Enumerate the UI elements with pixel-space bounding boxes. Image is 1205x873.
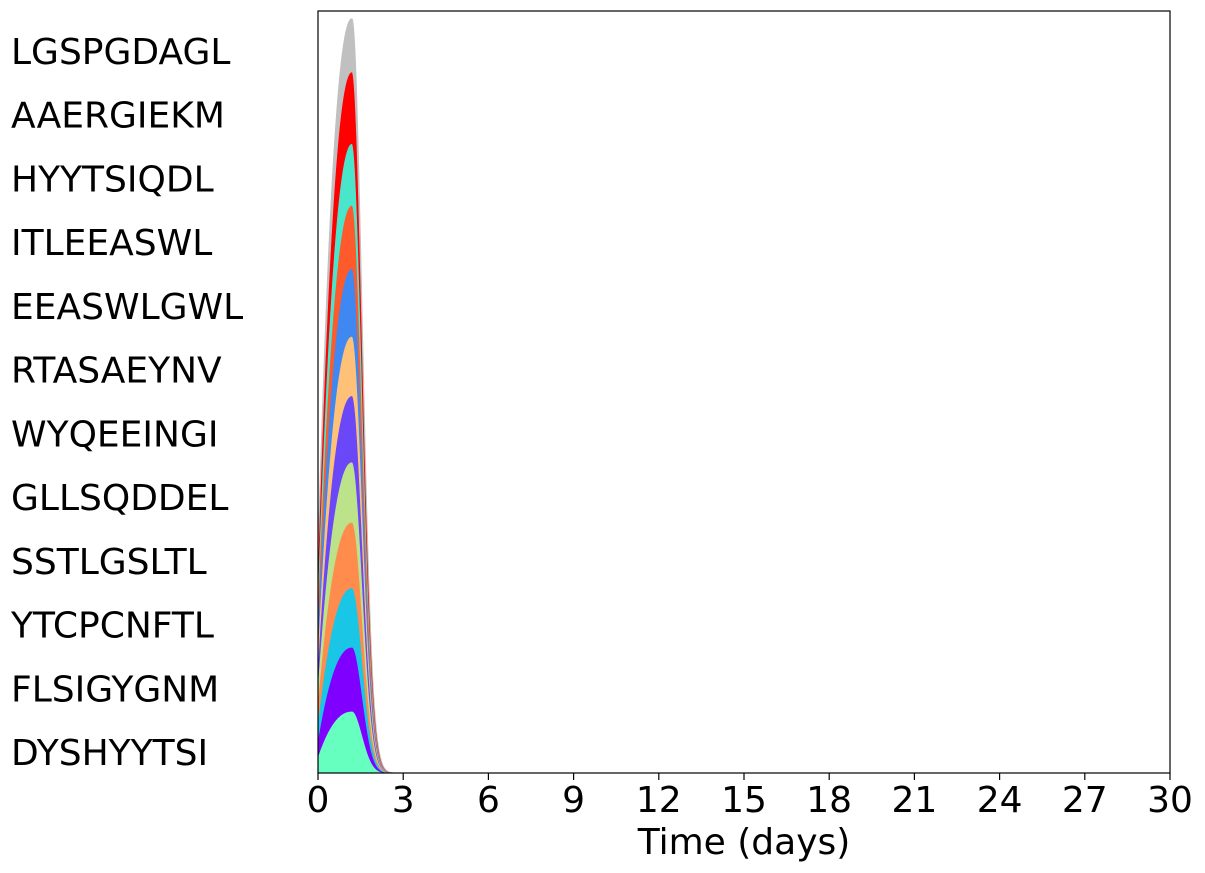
x-tick-label: 24 (977, 780, 1023, 821)
series-label-gllsqddel: GLLSQDDEL (11, 478, 228, 519)
x-tick-label: 6 (477, 780, 500, 821)
x-tick-label: 27 (1062, 780, 1108, 821)
series-label-aaergiekm: AAERGIEKM (11, 96, 225, 137)
x-axis-ticks: 0 3 6 9 12 15 18 21 24 27 30 (307, 773, 1193, 821)
plot-frame (317, 10, 1171, 774)
series-labels: LGSPGDAGL AAERGIEKM HYYTSIQDL ITLEEASWL EEAS… (10, 32, 243, 774)
x-axis-label: Time (days) (637, 822, 851, 863)
series-label-ytcpcnftl: YTCPCNFTL (10, 606, 214, 647)
x-tick-label: 9 (562, 780, 585, 821)
area-series-itleeaswl (317, 204, 1170, 774)
area-series-wyqeeingi (317, 395, 1170, 774)
series-label-rtasaeynv: RTASAEYNV (11, 351, 222, 392)
x-tick-label: 3 (392, 780, 415, 821)
area-series-aaergiekm (317, 71, 1170, 774)
series-label-wyqeeingi: WYQEEINGI (11, 414, 218, 455)
area-series-flsigygnm (317, 646, 1170, 774)
x-tick-label: 12 (636, 780, 682, 821)
x-tick-label: 0 (307, 780, 330, 821)
area-series-eeaswlgwl (317, 268, 1170, 774)
series-label-hyytsiqdl: HYYTSIQDL (11, 160, 214, 201)
area-series-gllsqddel (317, 461, 1170, 774)
series-label-dyshyytsi: DYSHYYTSI (11, 733, 208, 774)
area-series-ytcpcnftl (317, 587, 1170, 774)
series-label-sstlgsltl: SSTLGSLTL (11, 542, 207, 583)
area-series-sstlgsltl (317, 521, 1170, 774)
x-tick-label: 15 (721, 780, 767, 821)
series-label-flsigygnm: FLSIGYGNM (11, 669, 219, 710)
x-tick-label: 21 (891, 780, 937, 821)
area-series-lgspgdagl (317, 18, 1170, 774)
x-tick-label: 18 (806, 780, 852, 821)
x-tick-label: 30 (1147, 780, 1193, 821)
area-series-dyshyytsi (317, 710, 1170, 774)
area-series-group (317, 18, 1170, 774)
area-series-rtasaeynv (317, 336, 1170, 774)
series-label-eeaswlgwl: EEASWLGWL (11, 287, 243, 328)
series-label-lgspgdagl: LGSPGDAGL (11, 32, 230, 73)
series-label-itleeaswl: ITLEEASWL (11, 223, 212, 264)
area-series-hyytsiqdl (317, 143, 1170, 774)
